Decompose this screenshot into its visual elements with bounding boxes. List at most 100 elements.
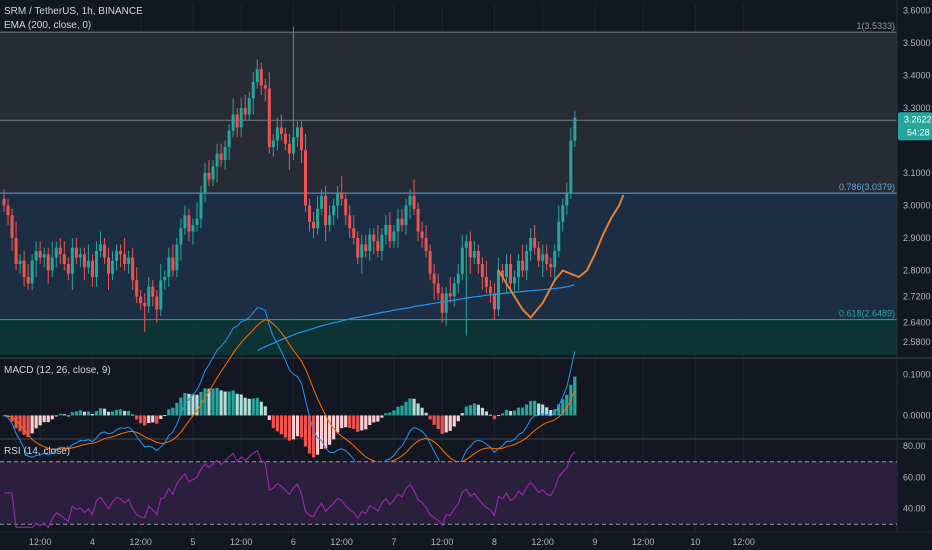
macd-histogram-bar <box>340 415 344 429</box>
candle-body <box>396 218 400 232</box>
candle-body <box>163 277 167 281</box>
macd-histogram-bar <box>207 388 211 416</box>
macd-histogram-bar <box>404 401 408 416</box>
price-tick-label: 3.4000 <box>903 71 931 81</box>
macd-histogram-bar <box>287 415 292 441</box>
price-tick-label: 3.1000 <box>903 168 931 178</box>
time-tick-label: 12:00 <box>531 537 554 547</box>
candle-body <box>316 208 320 229</box>
candle-body <box>372 234 376 242</box>
candle-body <box>115 251 119 261</box>
candle-body <box>271 140 275 147</box>
macd-histogram-bar <box>279 415 283 435</box>
time-tick-label: 5 <box>190 537 195 547</box>
candle-body <box>505 264 508 277</box>
macd-histogram-bar <box>199 391 203 416</box>
candle-body <box>155 296 159 310</box>
macd-histogram-bar <box>42 415 46 423</box>
macd-histogram-bar <box>215 387 219 416</box>
candle-body <box>380 234 384 251</box>
candle-body <box>444 293 448 313</box>
macd-histogram-bar <box>307 415 312 454</box>
candle-body <box>18 260 22 264</box>
candle-body <box>545 254 549 264</box>
macd-histogram-bar <box>147 415 151 424</box>
candle-body <box>352 228 356 238</box>
macd-histogram-bar <box>452 415 456 427</box>
macd-histogram-bar <box>520 407 525 416</box>
macd-histogram-bar <box>472 403 476 416</box>
candle-body <box>195 218 199 225</box>
macd-histogram-bar <box>468 405 472 416</box>
macd-histogram-bar <box>324 415 328 449</box>
macd-histogram-bar <box>537 403 541 416</box>
price-tick-label: 3.0000 <box>903 201 931 211</box>
price-tick-label: 2.6400 <box>903 318 931 328</box>
candle-body <box>263 85 267 89</box>
candle-body <box>179 228 183 245</box>
candle-body <box>332 205 336 216</box>
time-tick-label: 12:00 <box>129 537 152 547</box>
candle-body <box>312 221 316 229</box>
ema-legend[interactable]: EMA (200, close, 0) <box>4 20 92 31</box>
macd-histogram-bar <box>368 415 372 425</box>
macd-histogram-bar <box>283 415 287 438</box>
macd-histogram-bar <box>110 411 115 416</box>
symbol-title[interactable]: SRM / TetherUS, 1h, BINANCE <box>4 6 143 17</box>
price-tick-label: 2.7200 <box>903 292 931 302</box>
macd-legend[interactable]: MACD (12, 26, close, 9) <box>4 365 111 376</box>
macd-histogram-bar <box>416 403 420 416</box>
candle-body <box>139 296 143 303</box>
macd-histogram-bar <box>58 413 62 416</box>
rsi-tick-label: 60.00 <box>903 472 926 482</box>
candle-body <box>143 303 147 307</box>
macd-histogram-bar <box>275 415 279 432</box>
candle-body <box>513 277 517 284</box>
macd-histogram-bar <box>295 415 300 437</box>
rsi-legend[interactable]: RSI (14, close) <box>4 446 71 457</box>
candle-body <box>509 264 513 284</box>
macd-histogram-bar <box>211 388 215 416</box>
candle-body <box>227 130 231 147</box>
price-tick-label: 2.5800 <box>903 337 931 347</box>
macd-histogram-bar <box>460 413 464 416</box>
candle-body <box>259 69 263 86</box>
candle-body <box>50 257 54 271</box>
candle-body <box>521 260 525 271</box>
candle-body <box>2 199 6 206</box>
candle-body <box>123 254 127 264</box>
macd-histogram-bar <box>480 407 484 416</box>
time-tick-label: 12:00 <box>732 537 755 547</box>
macd-histogram-bar <box>319 415 324 449</box>
candle-body <box>215 153 219 167</box>
candle-body <box>70 247 74 274</box>
candle-body <box>219 153 223 160</box>
macd-histogram-bar <box>512 410 517 416</box>
candle-body <box>86 260 90 268</box>
candle-body <box>119 251 123 255</box>
candle-body <box>26 277 30 284</box>
macd-histogram-bar <box>239 394 243 416</box>
candle-body <box>159 280 163 310</box>
last-price-label: 3.2622 <box>904 114 932 124</box>
candle-body <box>211 166 215 180</box>
candle-body <box>472 251 476 258</box>
macd-histogram-bar <box>78 410 82 416</box>
macd-histogram-bar <box>508 410 513 416</box>
macd-histogram-bar <box>14 415 18 429</box>
countdown-label: 54:28 <box>907 127 930 137</box>
macd-histogram-bar <box>356 415 360 432</box>
candle-body <box>243 108 247 115</box>
candle-body <box>283 134 287 144</box>
macd-histogram-bar <box>251 398 255 416</box>
macd-histogram-bar <box>533 400 537 416</box>
candle-body <box>103 244 106 258</box>
candle-body <box>320 195 324 209</box>
macd-histogram-bar <box>384 413 388 416</box>
candle-body <box>549 264 553 268</box>
macd-histogram-bar <box>420 407 424 416</box>
candle-body <box>299 127 303 151</box>
macd-histogram-bar <box>203 388 207 416</box>
